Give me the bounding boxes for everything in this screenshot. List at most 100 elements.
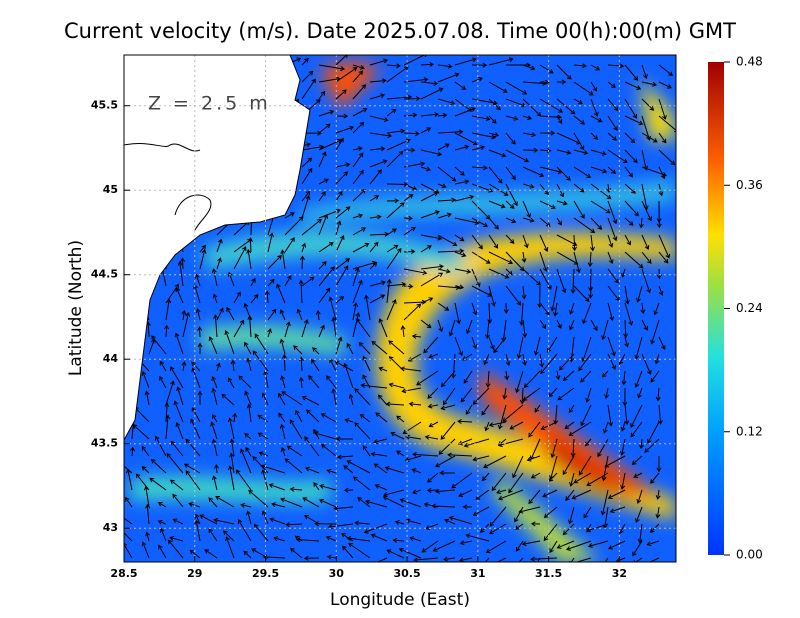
arrow: [370, 533, 388, 542]
arrow: [335, 89, 347, 100]
arrow: [257, 414, 269, 423]
arrow: [157, 519, 167, 525]
arrow: [487, 302, 493, 324]
arrow: [199, 248, 207, 270]
arrow: [454, 179, 470, 185]
arrow: [208, 497, 218, 508]
arrow: [149, 477, 167, 491]
arrow: [284, 237, 295, 253]
arrow: [590, 64, 601, 71]
arrow: [655, 489, 661, 500]
arrow: [213, 517, 235, 525]
arrow: [348, 542, 371, 559]
arrow: [454, 81, 467, 90]
arrow: [547, 336, 558, 353]
arrow: [556, 319, 562, 329]
arrow: [573, 98, 583, 105]
colorbar-tick-label: 0.36: [736, 178, 763, 192]
arrow: [382, 489, 405, 497]
arrow: [348, 393, 354, 406]
arrow: [624, 115, 644, 126]
arrow: [420, 166, 431, 172]
arrow: [556, 79, 567, 85]
arrow: [556, 98, 576, 115]
arrow: [624, 64, 639, 81]
arrow: [354, 422, 371, 440]
arrow: [505, 285, 522, 306]
arrow: [304, 466, 320, 474]
arrow: [440, 404, 456, 411]
arrow: [224, 330, 235, 355]
arrow: [185, 470, 201, 491]
arrow: [211, 438, 218, 457]
x-tick-label: 30: [329, 567, 345, 580]
arrow: [311, 358, 320, 372]
arrow: [258, 451, 269, 457]
arrow: [237, 519, 252, 542]
arrow: [257, 432, 269, 440]
arrow: [658, 336, 666, 351]
arrow: [166, 452, 184, 474]
arrow: [509, 421, 524, 430]
arrow: [621, 370, 627, 386]
arrow: [279, 423, 286, 440]
arrow: [620, 421, 626, 432]
arrow: [448, 515, 473, 525]
arrow: [522, 115, 533, 121]
arrow: [504, 370, 510, 381]
arrow: [204, 549, 218, 559]
arrow: [318, 109, 335, 117]
arrow: [528, 489, 541, 505]
arrow: [369, 159, 388, 168]
arrow: [451, 472, 473, 489]
arrow: [386, 281, 407, 287]
arrow: [528, 421, 541, 438]
arrow: [539, 353, 545, 368]
arrow: [590, 200, 611, 214]
arrow: [573, 200, 585, 219]
arrow: [308, 375, 320, 389]
arrow: [399, 498, 422, 508]
arrow: [126, 468, 133, 491]
arrow: [326, 468, 337, 474]
arrow: [235, 469, 252, 491]
arrow: [488, 98, 501, 111]
arrow: [185, 438, 201, 457]
arrow: [403, 249, 416, 255]
arrow: [439, 470, 456, 476]
arrow: [457, 438, 473, 446]
arrow: [129, 446, 135, 457]
arrow: [582, 302, 592, 325]
arrow: [182, 311, 191, 338]
arrow: [424, 434, 439, 440]
arrow: [533, 336, 541, 356]
arrow: [539, 183, 549, 196]
arrow: [157, 502, 167, 508]
y-tick-label: 43: [103, 521, 118, 534]
arrow: [530, 472, 541, 479]
arrow: [514, 523, 524, 530]
arrow: [624, 251, 644, 269]
arrow: [584, 438, 592, 447]
arrow: [320, 413, 337, 423]
arrow: [384, 466, 405, 474]
arrow: [335, 171, 348, 185]
arrow: [539, 234, 549, 252]
arrow: [279, 338, 286, 355]
arrow: [522, 132, 537, 138]
arrow: [638, 438, 644, 450]
arrow: [318, 261, 327, 270]
arrow: [471, 132, 497, 140]
arrow: [607, 149, 628, 164]
arrow: [505, 132, 516, 145]
arrow: [583, 506, 592, 519]
arrow: [165, 380, 175, 406]
arrow: [165, 298, 172, 321]
arrow: [657, 404, 663, 425]
arrow: [521, 251, 527, 263]
arrow: [164, 402, 170, 423]
arrow: [335, 235, 345, 253]
x-tick-label: 30.5: [394, 567, 421, 580]
arrow: [165, 414, 171, 440]
arrow: [170, 366, 184, 389]
